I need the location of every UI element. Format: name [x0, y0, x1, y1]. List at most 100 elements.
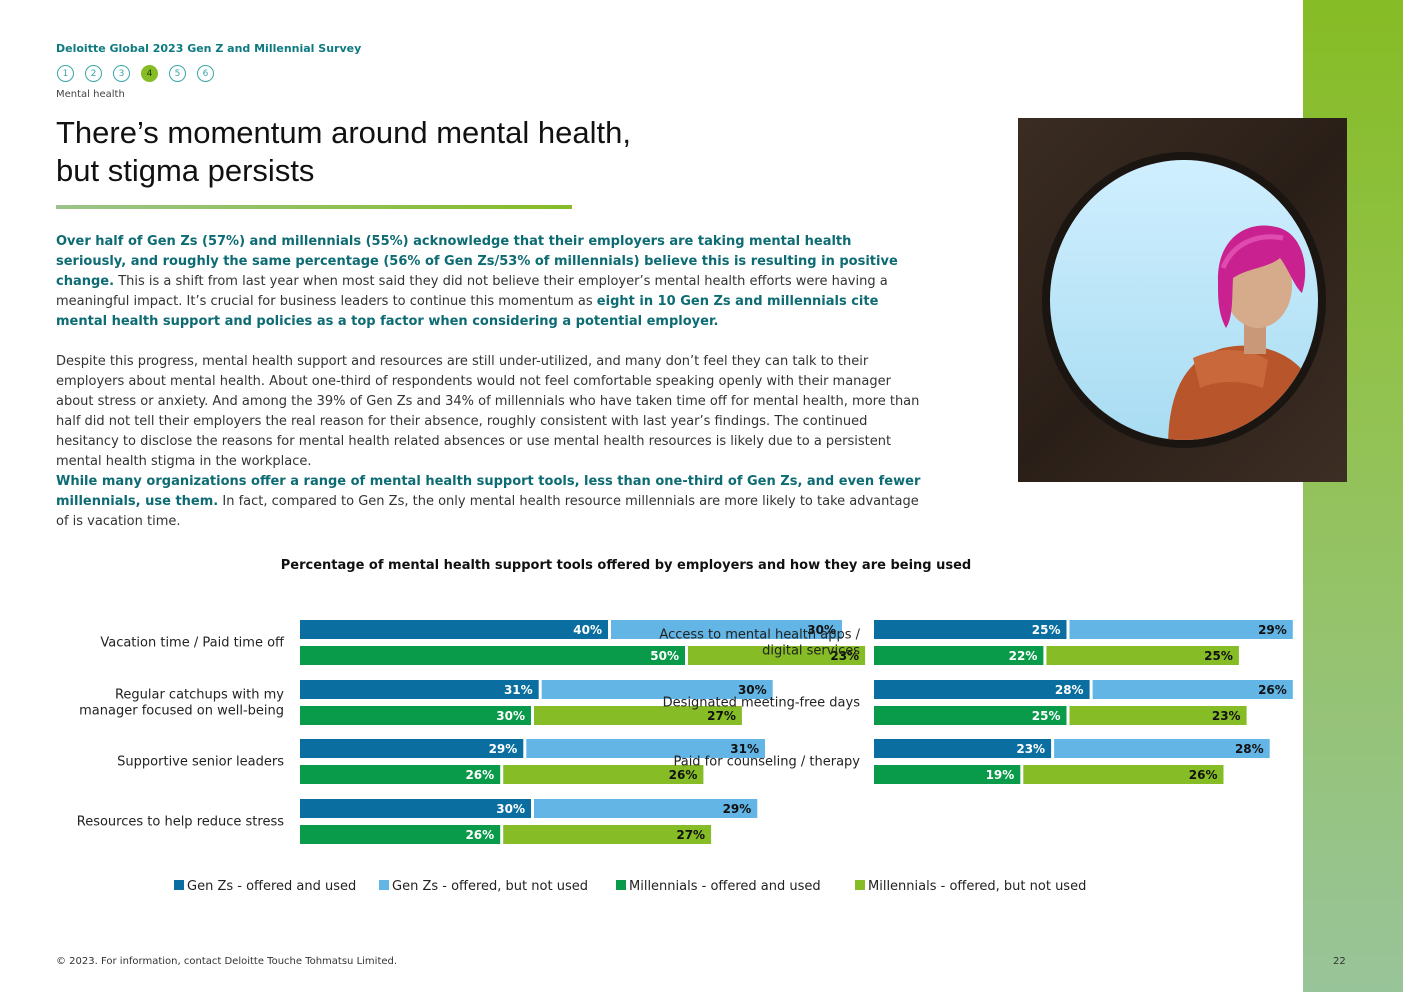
section-nav: 1 2 3 4 5 6	[57, 65, 214, 82]
data-label-access-to-mental-health-apps-digital-services-mill-not-used: 25%	[1204, 649, 1233, 663]
bar-paid-for-counseling-therapy-mill-not-used	[1023, 765, 1224, 784]
data-label-regular-catchups-with-my-manager-focused-on-well-being-mill-not-used: 27%	[707, 709, 736, 723]
data-label-vacation-time-paid-time-off-genz-not-used: 30%	[807, 623, 836, 637]
data-label-paid-for-counseling-therapy-genz-used: 23%	[1016, 742, 1045, 756]
bar-resources-to-help-reduce-stress-genz-not-used	[534, 799, 758, 818]
data-label-supportive-senior-leaders-genz-not-used: 31%	[730, 742, 759, 756]
paragraph-3-text: In fact, compared to Gen Zs, the only me…	[56, 494, 919, 529]
bar-designated-meeting-free-days-genz-used	[874, 680, 1090, 699]
data-label-supportive-senior-leaders-mill-not-used: 26%	[669, 768, 698, 782]
bar-paid-for-counseling-therapy-genz-used	[874, 739, 1052, 758]
bar-access-to-mental-health-apps-digital-services-genz-not-used	[1069, 620, 1293, 639]
nav-item-3[interactable]: 3	[113, 65, 130, 82]
data-label-access-to-mental-health-apps-digital-services-mill-used: 22%	[1009, 649, 1038, 663]
nav-item-4-active[interactable]: 4	[141, 65, 158, 82]
data-label-designated-meeting-free-days-mill-used: 25%	[1032, 709, 1061, 723]
bar-supportive-senior-leaders-genz-used	[300, 739, 524, 758]
legend-label-millennials-offered-but-not-used: Millennials - offered, but not used	[868, 879, 1086, 894]
bar-supportive-senior-leaders-genz-not-used	[526, 739, 765, 758]
legend-swatch-gen-zs-offered-and-used	[174, 880, 184, 890]
bar-designated-meeting-free-days-genz-not-used	[1092, 680, 1293, 699]
legend-swatch-millennials-offered-and-used	[616, 880, 626, 890]
paragraph-2: Despite this progress, mental health sup…	[56, 352, 926, 472]
category-label-resources-to-help-reduce-stress: Resources to help reduce stress	[77, 815, 284, 830]
nav-item-5[interactable]: 5	[169, 65, 186, 82]
bar-regular-catchups-with-my-manager-focused-on-well-being-genz-not-used	[541, 680, 773, 699]
data-label-designated-meeting-free-days-mill-not-used: 23%	[1212, 709, 1241, 723]
bar-vacation-time-paid-time-off-genz-used	[300, 620, 608, 639]
data-label-vacation-time-paid-time-off-mill-not-used: 23%	[830, 649, 859, 663]
data-label-supportive-senior-leaders-genz-used: 29%	[489, 742, 518, 756]
paragraph-1-highlight: Over half of Gen Zs (57%) and millennial…	[56, 234, 898, 289]
bar-vacation-time-paid-time-off-mill-not-used	[688, 646, 866, 665]
title-underline	[56, 205, 572, 209]
footer-copyright: © 2023. For information, contact Deloitt…	[56, 956, 398, 967]
data-label-supportive-senior-leaders-mill-used: 26%	[465, 768, 494, 782]
data-label-designated-meeting-free-days-genz-not-used: 26%	[1258, 683, 1287, 697]
page-title-line-2: but stigma persists	[56, 153, 315, 188]
legend-swatch-millennials-offered-but-not-used	[855, 880, 865, 890]
data-label-access-to-mental-health-apps-digital-services-genz-not-used: 29%	[1258, 623, 1287, 637]
bar-supportive-senior-leaders-mill-not-used	[503, 765, 704, 784]
data-label-access-to-mental-health-apps-digital-services-genz-used: 25%	[1032, 623, 1061, 637]
paragraph-2-text: Despite this progress, mental health sup…	[56, 354, 920, 469]
bar-regular-catchups-with-my-manager-focused-on-well-being-genz-used	[300, 680, 539, 699]
bar-access-to-mental-health-apps-digital-services-genz-used	[874, 620, 1067, 639]
survey-title[interactable]: Deloitte Global 2023 Gen Z and Millennia…	[56, 42, 362, 55]
category-label-paid-for-counseling-therapy: Paid for counseling / therapy	[673, 755, 860, 770]
data-label-designated-meeting-free-days-genz-used: 28%	[1055, 683, 1084, 697]
bar-paid-for-counseling-therapy-mill-used	[874, 765, 1021, 784]
category-label-regular-catchups-with-my-manager-focused-on-well-being-line-2: manager focused on well-being	[79, 704, 284, 719]
legend-swatch-gen-zs-offered-but-not-used	[379, 880, 389, 890]
chart-title: Percentage of mental health support tool…	[280, 558, 972, 573]
category-label-designated-meeting-free-days: Designated meeting-free days	[663, 696, 861, 711]
photo-illustration	[1042, 152, 1326, 448]
data-label-resources-to-help-reduce-stress-genz-used: 30%	[496, 802, 525, 816]
page-number: 22	[1333, 956, 1346, 967]
paragraph-1-text: This is a shift from last year when most…	[56, 274, 888, 309]
data-label-resources-to-help-reduce-stress-mill-not-used: 27%	[676, 828, 705, 842]
data-label-regular-catchups-with-my-manager-focused-on-well-being-mill-used: 30%	[496, 709, 525, 723]
bar-regular-catchups-with-my-manager-focused-on-well-being-mill-used	[300, 706, 531, 725]
legend-label-millennials-offered-and-used: Millennials - offered and used	[629, 879, 821, 894]
data-label-resources-to-help-reduce-stress-mill-used: 26%	[465, 828, 494, 842]
bar-vacation-time-paid-time-off-mill-used	[300, 646, 685, 665]
bar-access-to-mental-health-apps-digital-services-mill-used	[874, 646, 1044, 665]
category-label-access-to-mental-health-apps-digital-services-line-1: Access to mental health apps /	[659, 628, 860, 643]
paragraph-3: While many organizations offer a range o…	[56, 472, 926, 532]
legend-label-gen-zs-offered-but-not-used: Gen Zs - offered, but not used	[392, 879, 588, 894]
category-label-supportive-senior-leaders: Supportive senior leaders	[117, 755, 284, 770]
paragraph-1: Over half of Gen Zs (57%) and millennial…	[56, 232, 926, 332]
bar-resources-to-help-reduce-stress-mill-used	[300, 825, 501, 844]
nav-item-1[interactable]: 1	[57, 65, 74, 82]
category-label-vacation-time-paid-time-off: Vacation time / Paid time off	[100, 636, 285, 651]
data-label-resources-to-help-reduce-stress-genz-not-used: 29%	[723, 802, 752, 816]
nav-item-2[interactable]: 2	[85, 65, 102, 82]
data-label-regular-catchups-with-my-manager-focused-on-well-being-genz-not-used: 30%	[738, 683, 767, 697]
bar-regular-catchups-with-my-manager-focused-on-well-being-mill-not-used	[534, 706, 742, 725]
data-label-vacation-time-paid-time-off-mill-used: 50%	[650, 649, 679, 663]
data-label-regular-catchups-with-my-manager-focused-on-well-being-genz-used: 31%	[504, 683, 533, 697]
photo-woman-in-round-window	[1018, 118, 1347, 482]
category-label-regular-catchups-with-my-manager-focused-on-well-being-line-1: Regular catchups with my	[115, 688, 284, 703]
category-label-access-to-mental-health-apps-digital-services-line-2: digital services	[762, 644, 860, 659]
bar-designated-meeting-free-days-mill-not-used	[1069, 706, 1247, 725]
data-label-paid-for-counseling-therapy-mill-not-used: 26%	[1189, 768, 1218, 782]
section-label: Mental health	[56, 89, 125, 100]
nav-item-6[interactable]: 6	[197, 65, 214, 82]
page-title: There’s momentum around mental health, b…	[56, 114, 756, 190]
bar-paid-for-counseling-therapy-genz-not-used	[1054, 739, 1270, 758]
bar-supportive-senior-leaders-mill-used	[300, 765, 501, 784]
bar-resources-to-help-reduce-stress-mill-not-used	[503, 825, 712, 844]
data-label-paid-for-counseling-therapy-genz-not-used: 28%	[1235, 742, 1264, 756]
bar-designated-meeting-free-days-mill-used	[874, 706, 1067, 725]
paragraph-1-highlight-2: eight in 10 Gen Zs and millennials cite …	[56, 294, 879, 329]
paragraph-3-highlight: While many organizations offer a range o…	[56, 474, 921, 509]
data-label-vacation-time-paid-time-off-genz-used: 40%	[573, 623, 602, 637]
bar-vacation-time-paid-time-off-genz-not-used	[611, 620, 842, 639]
bar-access-to-mental-health-apps-digital-services-mill-not-used	[1046, 646, 1239, 665]
page-title-line-1: There’s momentum around mental health,	[56, 115, 631, 150]
data-label-paid-for-counseling-therapy-mill-used: 19%	[986, 768, 1015, 782]
bar-resources-to-help-reduce-stress-genz-used	[300, 799, 531, 818]
